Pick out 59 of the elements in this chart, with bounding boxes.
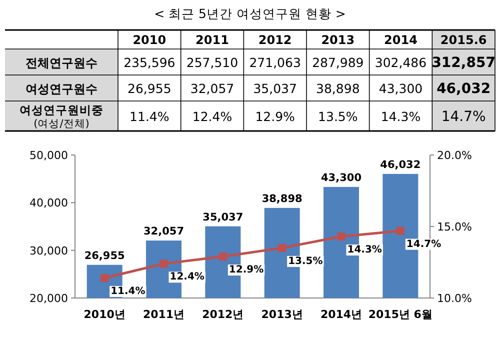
data-label: 43,300 [378, 81, 423, 96]
y2-tick-label: 10.0% [437, 292, 472, 305]
y-tick-label: 40,000 [30, 196, 68, 210]
data-label: 46,032 [436, 81, 491, 97]
point [396, 226, 404, 235]
data-label: 302,486 [374, 55, 427, 70]
data-label: 35,037 [202, 211, 244, 224]
data-label: 14.3% [380, 109, 421, 124]
data-label: 38,898 [262, 192, 302, 205]
data-label: 11.4% [130, 109, 170, 124]
data-label: 14.3% [347, 244, 382, 256]
data-label: 43,300 [320, 172, 362, 184]
x-tick-label: 2011년 [142, 308, 185, 321]
x-tick-label: 2011 [196, 33, 229, 47]
data-label: 26,955 [128, 81, 172, 96]
data-label: 35,037 [253, 81, 297, 96]
y2-tick-label: 15.0% [437, 220, 472, 234]
data-label: 12.4% [170, 272, 204, 283]
y-tick-label: 20,000 [30, 292, 68, 305]
data-label: 287,989 [312, 55, 364, 70]
y-tick-label: 여성연구원비중 (여성/전체) [20, 103, 104, 130]
data-label: 13.5% [318, 109, 358, 124]
x-tick-label: 2010년 [84, 308, 126, 321]
y-tick-label: 전체연구원수 [26, 56, 98, 70]
data-label: 32,057 [143, 226, 184, 238]
data-label: 235,596 [124, 55, 176, 70]
data-label: 32,057 [190, 81, 234, 96]
data-label: 26,955 [84, 250, 125, 262]
y2-tick-label: 20.0% [437, 149, 472, 162]
data-label: 271,063 [249, 55, 301, 70]
x-tick-label: 2015년 6월 [368, 308, 432, 321]
chart-title: < 최근 5년간 여성연구원 현황 > [154, 6, 346, 21]
x-tick-label: 2014년 [320, 308, 362, 321]
data-label: 13.5% [288, 256, 323, 267]
x-tick-label: 2013년 [261, 308, 303, 321]
data-label: 12.9% [228, 264, 264, 276]
data-label: 312,857 [432, 55, 496, 71]
data-label: 14.7% [441, 109, 486, 125]
x-tick-label: 2010 [132, 33, 166, 47]
y-tick-label: 50,000 [30, 149, 68, 162]
x-tick-label: 2012년 [202, 308, 244, 321]
data-label: 12.4% [192, 109, 232, 124]
point [337, 232, 346, 241]
x-tick-label: 2012 [258, 33, 292, 47]
y-tick-label: 여성연구원수 [26, 82, 98, 96]
data-label: 38,898 [316, 81, 360, 96]
data-label: 12.9% [255, 109, 296, 124]
data-label: 14.7% [406, 238, 442, 250]
x-tick-label: 2014 [384, 33, 418, 47]
point [218, 252, 227, 261]
data-label: 257,510 [186, 55, 238, 70]
point [278, 244, 286, 252]
point [100, 274, 109, 282]
x-tick-label: 2013 [321, 33, 355, 47]
data-label: 11.4% [110, 286, 146, 297]
y-tick-label: 30,000 [30, 244, 68, 258]
point [160, 260, 168, 268]
x-tick-label: 2015.6 [440, 33, 487, 47]
data-label: 46,032 [380, 158, 421, 171]
